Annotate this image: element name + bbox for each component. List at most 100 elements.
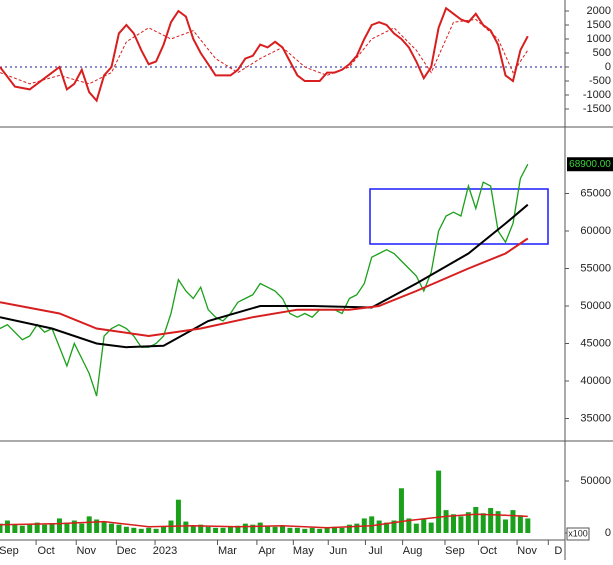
volume-bar [272,526,278,533]
volume-bar [480,513,486,533]
volume-bar [101,521,107,533]
volume-bar [242,523,248,533]
volume-bar [56,518,62,533]
volume-bar [205,526,211,533]
volume-bar [71,520,77,533]
volume-bar [450,514,456,533]
y-tick-label: 65000 [580,187,611,199]
volume-bar [280,525,285,533]
volume-bar [86,516,92,533]
volume-bar [198,524,204,533]
volume-bar [265,525,271,533]
volume-bar [436,470,442,533]
y-tick-label: 35000 [580,412,611,424]
y-tick-label: 55000 [580,262,611,274]
volume-bar [94,519,100,533]
volume-bar [287,527,293,533]
volume-bar [517,515,523,533]
x-tick-label: May [293,545,314,557]
y-tick-label: 40000 [580,375,611,387]
series-line [0,513,528,529]
series-line [0,163,529,397]
volume-bar [465,512,471,533]
volume-bar [384,522,390,533]
volume-bar [109,523,115,533]
series-line [0,6,529,103]
x-tick-label: Nov [76,545,96,557]
volume-bar [213,527,219,533]
y-tick-label: 0 [605,527,611,539]
volume-bar [34,522,40,533]
y-tick-label: 500 [593,47,611,59]
y-tick-label: -500 [589,75,611,87]
x-tick-label: Oct [38,545,55,557]
volume-bar [495,511,501,533]
unit-label: x100 [568,528,588,538]
volume-bar [138,528,144,533]
volume-bar [294,527,300,533]
volume-bar [257,522,263,533]
x-tick-label: D [554,545,562,557]
volume-bar [503,519,509,533]
volume-bar [413,523,419,533]
x-tick-label: 2023 [153,545,177,557]
y-tick-label: 1000 [587,33,611,45]
volume-bar [525,518,531,533]
last-price-label: 68900.00 [569,159,611,170]
volume-bar [235,525,241,533]
x-tick-label: Nov [517,545,537,557]
volume-bar [0,523,3,533]
y-tick-label: 2000 [587,5,611,17]
volume-bar [428,522,434,533]
volume-bar [398,488,404,533]
volume-bar [27,523,33,533]
volume-bar [458,516,464,533]
y-tick-label: -1500 [583,103,611,115]
x-tick-label: Aug [403,545,423,557]
volume-bar [510,510,516,533]
volume-bar [12,524,18,533]
x-tick-label: Jun [329,545,347,557]
volume-bar [354,523,360,533]
volume-bar [376,520,382,533]
volume-bar [146,527,152,533]
x-tick-label: Dec [117,545,137,557]
volume-bar [227,526,233,533]
x-tick-label: Sep [445,545,465,557]
x-tick-label: Jul [368,545,382,557]
last-price-box [567,157,613,172]
volume-bar [369,516,375,533]
y-tick-label: -1000 [583,89,611,101]
volume-bar [123,526,129,533]
volume-bar [391,520,397,533]
volume-bar [406,518,412,533]
volume-bar [339,527,345,533]
volume-bar [161,526,167,533]
volume-bar [64,522,70,533]
series-line [0,237,529,338]
volume-bar [473,507,479,533]
volume-bar [488,508,494,533]
volume-bar [79,523,85,533]
volume-bar [346,524,352,533]
volume-bar [4,520,10,533]
y-tick-label: 50000 [580,300,611,312]
y-tick-label: 45000 [580,337,611,349]
volume-bar [332,526,338,533]
volume-bar [309,527,315,533]
volume-bar [175,499,181,533]
annotation-box [369,188,549,245]
volume-bar [42,524,48,533]
volume-bar [250,524,256,533]
volume-bar [317,528,323,533]
y-tick-label: 1500 [587,19,611,31]
volume-bar [183,521,189,533]
y-tick-label: 50000 [580,475,611,487]
volume-bar [421,519,427,533]
volume-bar [153,528,159,533]
x-tick-label: Mar [218,545,237,557]
volume-bar [302,528,308,533]
unit-box [566,527,590,541]
x-tick-label: Apr [258,545,275,557]
